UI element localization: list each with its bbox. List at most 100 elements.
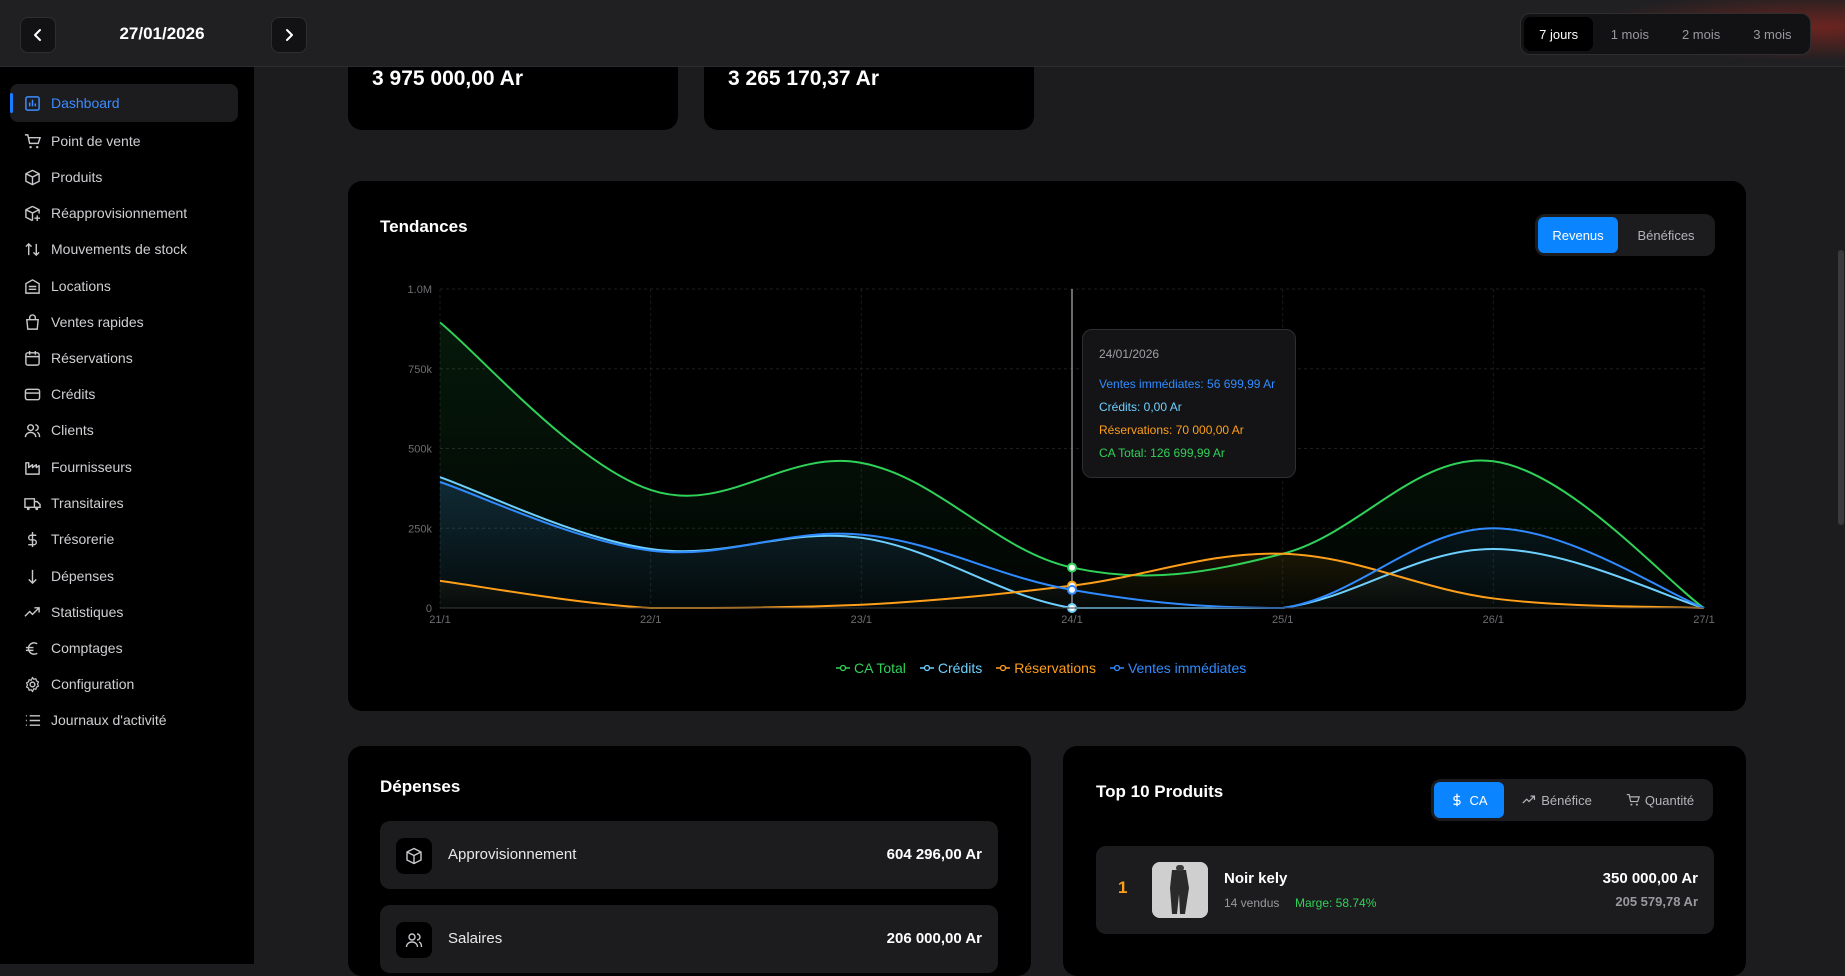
legend-reservations[interactable]: Réservations <box>996 660 1096 676</box>
sidebar-item-label: Produits <box>51 169 103 185</box>
list-icon <box>25 714 41 726</box>
legend-marker-icon <box>919 664 934 672</box>
sidebar-item-reapprovisionnement[interactable]: Réapprovisionnement <box>10 194 238 232</box>
sidebar-item-label: Ventes rapides <box>51 314 144 330</box>
kpi-card-1: 3 975 000,00 Ar <box>348 67 678 130</box>
arrow-down-icon <box>28 569 37 584</box>
x-tick-label: 23/1 <box>851 614 872 626</box>
sidebar-item-journaux[interactable]: Journaux d'activité <box>10 701 238 739</box>
chart-legend: CA Total Crédits Réservations Ventes imm… <box>836 660 1246 676</box>
kpi-card-2: 3 265 170,37 Ar <box>704 67 1034 130</box>
expense-name: Approvisionnement <box>448 846 577 863</box>
benefice-tab[interactable]: Bénéfice <box>1506 782 1608 818</box>
dollar-icon <box>28 531 37 547</box>
y-tick-label: 750k <box>408 364 432 376</box>
product-name: Noir kely <box>1224 870 1288 887</box>
sidebar: Dashboard Point de vente Produits Réappr… <box>0 67 254 964</box>
sidebar-item-label: Réapprovisionnement <box>51 205 188 221</box>
arrows-up-down-icon <box>25 242 40 256</box>
sidebar-item-reservations[interactable]: Réservations <box>10 339 238 377</box>
calendar-icon <box>25 350 40 366</box>
sidebar-item-point-de-vente[interactable]: Point de vente <box>10 122 238 160</box>
expense-amount: 604 296,00 Ar <box>886 846 982 863</box>
hover-point-ca-total <box>1067 562 1077 573</box>
sidebar-item-configuration[interactable]: Configuration <box>10 665 238 703</box>
sidebar-item-label: Dashboard <box>51 95 120 111</box>
trends-title: Tendances <box>380 217 468 236</box>
tab-label: Quantité <box>1644 792 1695 808</box>
ca-tab[interactable]: CA <box>1434 782 1504 818</box>
kpi-value: 3 265 170,37 Ar <box>728 67 880 90</box>
x-tick-label: 27/1 <box>1693 614 1714 626</box>
sidebar-item-transitaires[interactable]: Transitaires <box>10 484 238 522</box>
y-tick-label: 1.0M <box>408 284 432 296</box>
expense-row[interactable]: Approvisionnement 604 296,00 Ar <box>380 821 998 889</box>
sidebar-item-label: Clients <box>51 422 94 438</box>
product-image <box>1152 862 1208 918</box>
legend-ca-total[interactable]: CA Total <box>836 660 906 676</box>
range-2-months-button[interactable]: 2 mois <box>1681 26 1721 42</box>
area-ventes-immediates <box>440 481 1704 608</box>
chart-bar-icon <box>25 95 40 111</box>
sidebar-item-clients[interactable]: Clients <box>10 411 238 449</box>
sidebar-item-comptages[interactable]: Comptages <box>10 629 238 667</box>
x-tick-label: 26/1 <box>1483 614 1504 626</box>
product-row[interactable]: 1 Noir kely 14 vendus Marge: 58.74% 350 … <box>1096 846 1714 934</box>
area-ca-total <box>440 322 1704 608</box>
product-rank: 1 <box>1118 878 1128 897</box>
chevron-left-icon <box>34 29 41 41</box>
product-revenue: 350 000,00 Ar <box>1602 870 1698 887</box>
product-margin: Marge: 58.74% <box>1295 896 1377 910</box>
next-date-button[interactable] <box>271 17 307 53</box>
sidebar-item-locations[interactable]: Locations <box>10 267 238 305</box>
top-bar: 27/01/2026 7 jours 1 mois 2 mois 3 mois <box>0 0 1845 67</box>
gear-icon <box>25 676 40 692</box>
sidebar-item-depenses[interactable]: Dépenses <box>10 557 238 595</box>
legend-credits[interactable]: Crédits <box>919 660 982 676</box>
page-scrollbar-thumb[interactable] <box>1838 250 1844 525</box>
sidebar-item-ventes-rapides[interactable]: Ventes rapides <box>10 303 238 341</box>
previous-date-button[interactable] <box>20 17 56 53</box>
sidebar-item-fournisseurs[interactable]: Fournisseurs <box>10 448 238 486</box>
legend-label: Réservations <box>1014 660 1096 676</box>
trends-card <box>348 181 1746 711</box>
box-icon <box>406 847 422 865</box>
legend-marker-icon <box>996 664 1011 672</box>
expense-row[interactable]: Salaires 206 000,00 Ar <box>380 905 998 973</box>
range-1-month-button[interactable]: 1 mois <box>1610 26 1650 42</box>
top-products-toggle: CA Bénéfice Quantité <box>1431 779 1713 821</box>
legend-marker-icon <box>1109 664 1124 672</box>
tooltip-credits: Crédits: 0,00 Ar <box>1099 400 1182 414</box>
trends-chart: 0 250k 500k 750k 1.0M 21/1 22/1 23/1 24/1 25/1 26/… <box>408 284 1715 626</box>
truck-icon <box>24 497 41 510</box>
trends-toggle: Revenus Bénéfices <box>1535 214 1715 256</box>
legend-ventes-immediates[interactable]: Ventes immédiates <box>1109 660 1246 676</box>
tooltip-ca-total: CA Total: 126 699,99 Ar <box>1099 446 1225 460</box>
sidebar-item-label: Transitaires <box>51 495 124 511</box>
sidebar-item-statistiques[interactable]: Statistiques <box>10 593 238 631</box>
sidebar-item-label: Crédits <box>51 386 96 402</box>
sidebar-item-mouvements-de-stock[interactable]: Mouvements de stock <box>10 230 238 268</box>
range-3-months-button[interactable]: 3 mois <box>1753 26 1792 42</box>
tooltip-date: 24/01/2026 <box>1099 347 1160 361</box>
trending-up-icon <box>24 606 40 617</box>
quantite-tab[interactable]: Quantité <box>1610 782 1710 818</box>
range-7-days-button[interactable]: 7 jours <box>1524 17 1594 51</box>
sidebar-item-dashboard[interactable]: Dashboard <box>10 84 238 122</box>
sidebar-item-credits[interactable]: Crédits <box>10 375 238 413</box>
users-icon <box>405 933 423 948</box>
sidebar-item-label: Configuration <box>51 676 135 692</box>
benefices-tab[interactable]: Bénéfices <box>1637 227 1695 243</box>
tooltip-reservations: Réservations: 70 000,00 Ar <box>1099 423 1244 437</box>
revenus-tab[interactable]: Revenus <box>1538 217 1618 253</box>
cart-icon <box>1626 793 1640 806</box>
product-sold: 14 vendus <box>1224 896 1280 910</box>
sidebar-item-label: Mouvements de stock <box>51 241 188 257</box>
current-date: 27/01/2026 <box>119 24 205 43</box>
sidebar-item-produits[interactable]: Produits <box>10 158 238 196</box>
x-tick-label: 22/1 <box>640 614 661 626</box>
shopping-bag-icon <box>26 313 39 330</box>
credit-card-icon <box>24 388 41 400</box>
sidebar-item-tresorerie[interactable]: Trésorerie <box>10 520 238 558</box>
range-selector: 7 jours 1 mois 2 mois 3 mois <box>1520 13 1811 55</box>
